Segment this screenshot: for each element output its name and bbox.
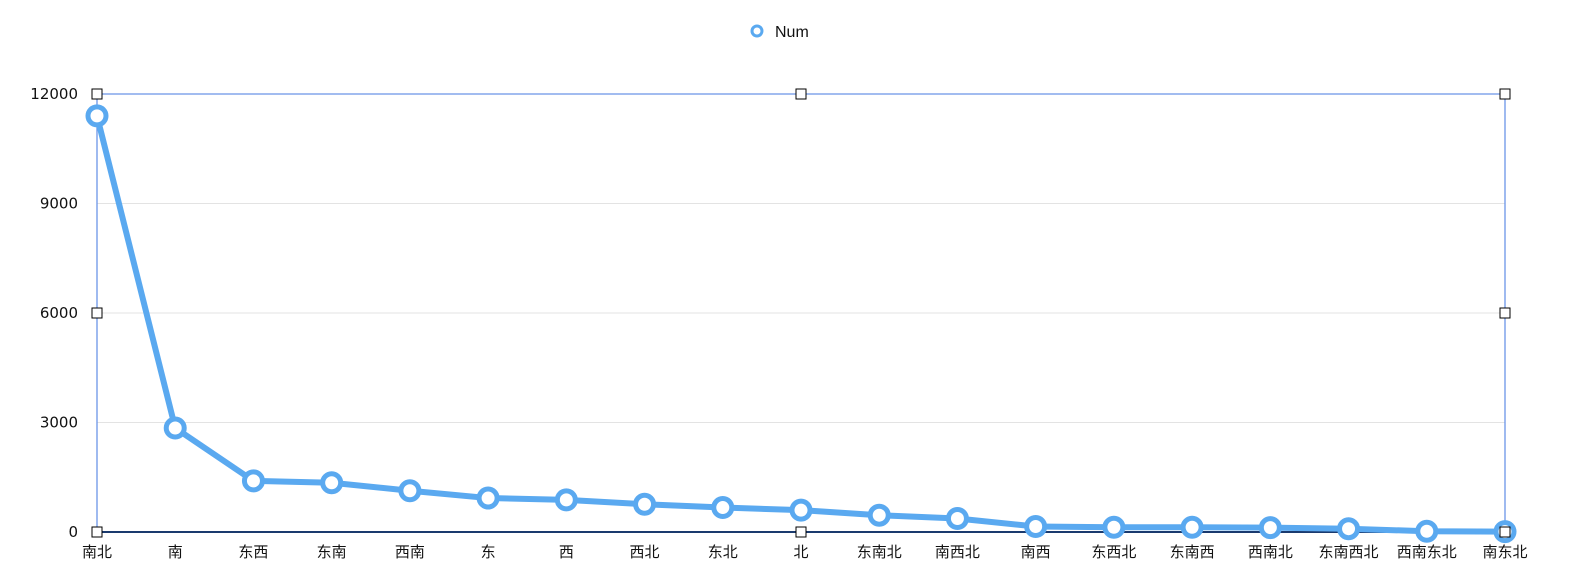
data-point: [476, 486, 500, 510]
x-tick-label: 西南: [395, 543, 425, 561]
x-tick-label: 东北: [708, 543, 738, 561]
data-point: [1337, 517, 1361, 541]
x-tick-label: 南东北: [1482, 543, 1527, 561]
y-axis: 0 3000 6000 9000 12000: [30, 85, 78, 541]
x-tick-label: 西: [559, 543, 574, 561]
x-tick-label: 东南: [317, 543, 347, 561]
resize-handle[interactable]: [1499, 307, 1511, 319]
x-tick-label: 南北: [82, 543, 112, 561]
data-point: [789, 498, 813, 522]
resize-handle[interactable]: [795, 88, 807, 100]
x-tick-label: 东南北: [857, 543, 902, 561]
data-point: [1180, 515, 1204, 539]
data-point: [398, 479, 422, 503]
resize-handle[interactable]: [91, 88, 103, 100]
resize-handle[interactable]: [1499, 526, 1511, 538]
y-tick-label: 6000: [40, 304, 78, 322]
x-tick-label: 东南西北: [1319, 543, 1379, 561]
data-point: [320, 471, 344, 495]
y-tick-label: 0: [68, 523, 78, 541]
data-point: [85, 104, 109, 128]
data-point: [711, 496, 735, 520]
resize-handle[interactable]: [1499, 88, 1511, 100]
data-point: [945, 506, 969, 530]
x-tick-label: 东西: [238, 543, 268, 561]
legend-marker-num: [750, 24, 764, 38]
y-tick-label: 12000: [30, 85, 78, 103]
data-point: [1258, 516, 1282, 540]
y-tick-label: 9000: [40, 195, 78, 213]
resize-handle[interactable]: [795, 526, 807, 538]
data-point: [554, 488, 578, 512]
series-num: [85, 104, 1517, 544]
data-point: [1415, 519, 1439, 543]
x-tick-label: 东南西: [1170, 543, 1215, 561]
x-tick-label: 东西北: [1091, 543, 1136, 561]
x-tick-label: 西南东北: [1397, 543, 1457, 561]
data-point: [241, 469, 265, 493]
x-tick-label: 北: [793, 543, 808, 561]
data-point: [867, 503, 891, 527]
legend[interactable]: Num: [750, 24, 809, 41]
data-point: [633, 492, 657, 516]
resize-handle[interactable]: [91, 307, 103, 319]
x-tick-label: 南: [168, 543, 183, 561]
data-point: [1102, 515, 1126, 539]
grid-lines: [97, 93, 1505, 423]
x-tick-label: 南西北: [935, 543, 980, 561]
data-point: [163, 416, 187, 440]
x-tick-label: 东: [481, 543, 496, 561]
data-point: [1024, 515, 1048, 539]
y-tick-label: 3000: [40, 414, 78, 432]
resize-handle[interactable]: [91, 526, 103, 538]
legend-label-num: Num: [775, 24, 809, 41]
x-tick-label: 西北: [630, 543, 660, 561]
x-tick-label: 南西: [1021, 543, 1051, 561]
resize-handles[interactable]: [91, 88, 1511, 538]
series-line: [94, 112, 1508, 535]
x-tick-label: 西南北: [1248, 543, 1293, 561]
